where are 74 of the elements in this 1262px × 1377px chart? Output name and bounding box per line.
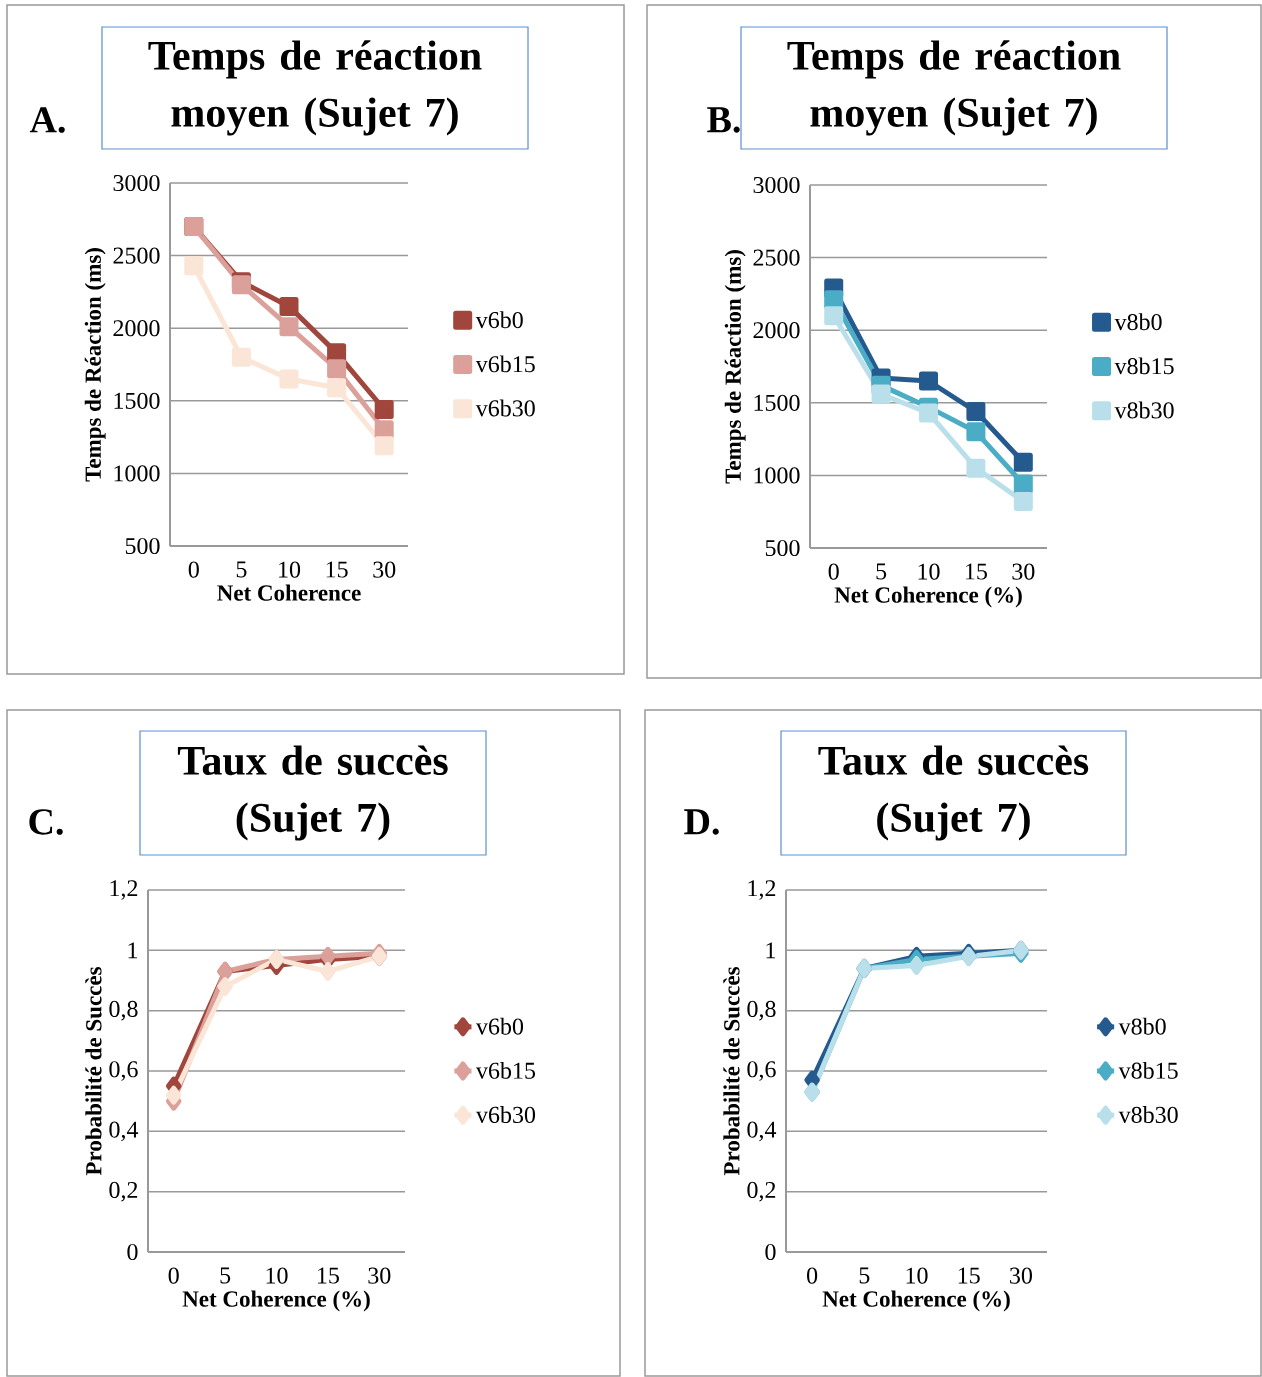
y-tick-label: 2500: [753, 249, 800, 266]
legend-label: v6b0: [475, 1017, 524, 1035]
y-tick-label: 1: [128, 942, 138, 959]
y-axis-title: Temps de Réaction (ms): [724, 250, 746, 484]
text: A.: [29, 107, 65, 133]
y-tick-label: 2000: [113, 320, 160, 337]
legend-label: v8b0: [1114, 313, 1162, 331]
x-tick-label: 10: [906, 1267, 928, 1284]
y-tick-label: 0: [765, 1243, 776, 1261]
x-tick-label: 0: [188, 561, 199, 578]
x-tick-label: 0: [168, 1267, 179, 1284]
y-axis-title: Probabilité de Succès: [85, 967, 102, 1176]
y-tick-label: 1500: [754, 394, 800, 411]
x-tick-label: 15: [966, 563, 987, 580]
y-axis-title: Probabilité de Succès: [723, 967, 740, 1176]
x-tick-label: 10: [279, 561, 301, 578]
y-tick-label: 500: [765, 539, 800, 557]
text: B.: [707, 107, 740, 133]
x-tick-label: 0: [828, 563, 839, 580]
chart-title: Taux de succès (Sujet 7): [818, 745, 1089, 841]
x-axis-title: Net Coherence (%): [822, 1290, 1010, 1312]
x-tick-label: 5: [220, 1267, 231, 1284]
x-tick-label: 30: [368, 1267, 391, 1284]
y-tick-label: 0,6: [747, 1061, 776, 1081]
y-tick-label: 1000: [754, 467, 800, 484]
y-tick-label: 1500: [114, 392, 160, 409]
y-tick-label: 2500: [113, 247, 160, 264]
y-tick-label: 3000: [753, 176, 800, 194]
x-tick-label: 15: [958, 1267, 980, 1284]
y-tick-label: 0,4: [747, 1121, 777, 1142]
y-tick-label: 1,2: [110, 880, 138, 900]
y-tick-label: 3000: [113, 174, 160, 192]
legend-label: v6b30: [475, 1106, 536, 1123]
y-tick-label: 0: [127, 1243, 138, 1261]
x-tick-label: 5: [859, 1267, 870, 1284]
legend-label: v8b0: [1118, 1017, 1166, 1035]
chart-title: Taux de succès (Sujet 7): [177, 745, 448, 841]
y-tick-label: 0,8: [109, 1000, 138, 1021]
x-tick-label: 15: [326, 561, 348, 578]
legend-label: v6b0: [475, 311, 523, 329]
legend-label: v8b30: [1118, 1106, 1178, 1123]
y-tick-label: 0,2: [109, 1181, 138, 1202]
y-tick-label: 1: [766, 942, 776, 959]
x-axis-title: Net Coherence (%): [834, 586, 1022, 608]
x-tick-label: 10: [266, 1267, 288, 1284]
y-tick-label: 2000: [753, 322, 800, 339]
x-tick-label: 30: [1012, 563, 1035, 580]
legend-label: v6b15: [475, 355, 535, 373]
legend-label: v6b15: [475, 1061, 536, 1079]
y-tick-label: 1000: [114, 465, 160, 482]
y-tick-label: 0,4: [109, 1121, 139, 1142]
x-axis-title: Net Coherence (%): [182, 1290, 370, 1312]
x-tick-label: 5: [876, 563, 887, 580]
y-tick-label: 0,6: [109, 1061, 138, 1081]
y-tick-label: 0,2: [747, 1181, 776, 1202]
text: C.: [29, 809, 63, 835]
legend-label: v6b30: [475, 399, 535, 417]
x-tick-label: 5: [236, 561, 247, 578]
text: D.: [684, 809, 719, 835]
chart-title: Temps de réaction moyen (Sujet 7): [148, 40, 482, 136]
y-tick-label: 500: [125, 537, 160, 555]
legend-label: v8b15: [1118, 1061, 1178, 1079]
x-tick-label: 10: [918, 563, 940, 580]
y-axis-title: Temps de Réaction (ms): [84, 248, 106, 482]
chart-title: Temps de réaction moyen (Sujet 7): [787, 40, 1121, 136]
y-tick-label: 0,8: [747, 1000, 776, 1021]
y-tick-label: 1,2: [748, 880, 776, 900]
x-tick-label: 30: [373, 561, 396, 578]
x-tick-label: 15: [318, 1267, 339, 1284]
x-tick-label: 30: [1010, 1267, 1032, 1284]
legend-label: v8b30: [1114, 401, 1174, 419]
legend-label: v8b15: [1114, 357, 1174, 375]
x-tick-label: 0: [807, 1267, 818, 1284]
x-axis-title: Net Coherence: [217, 584, 361, 601]
